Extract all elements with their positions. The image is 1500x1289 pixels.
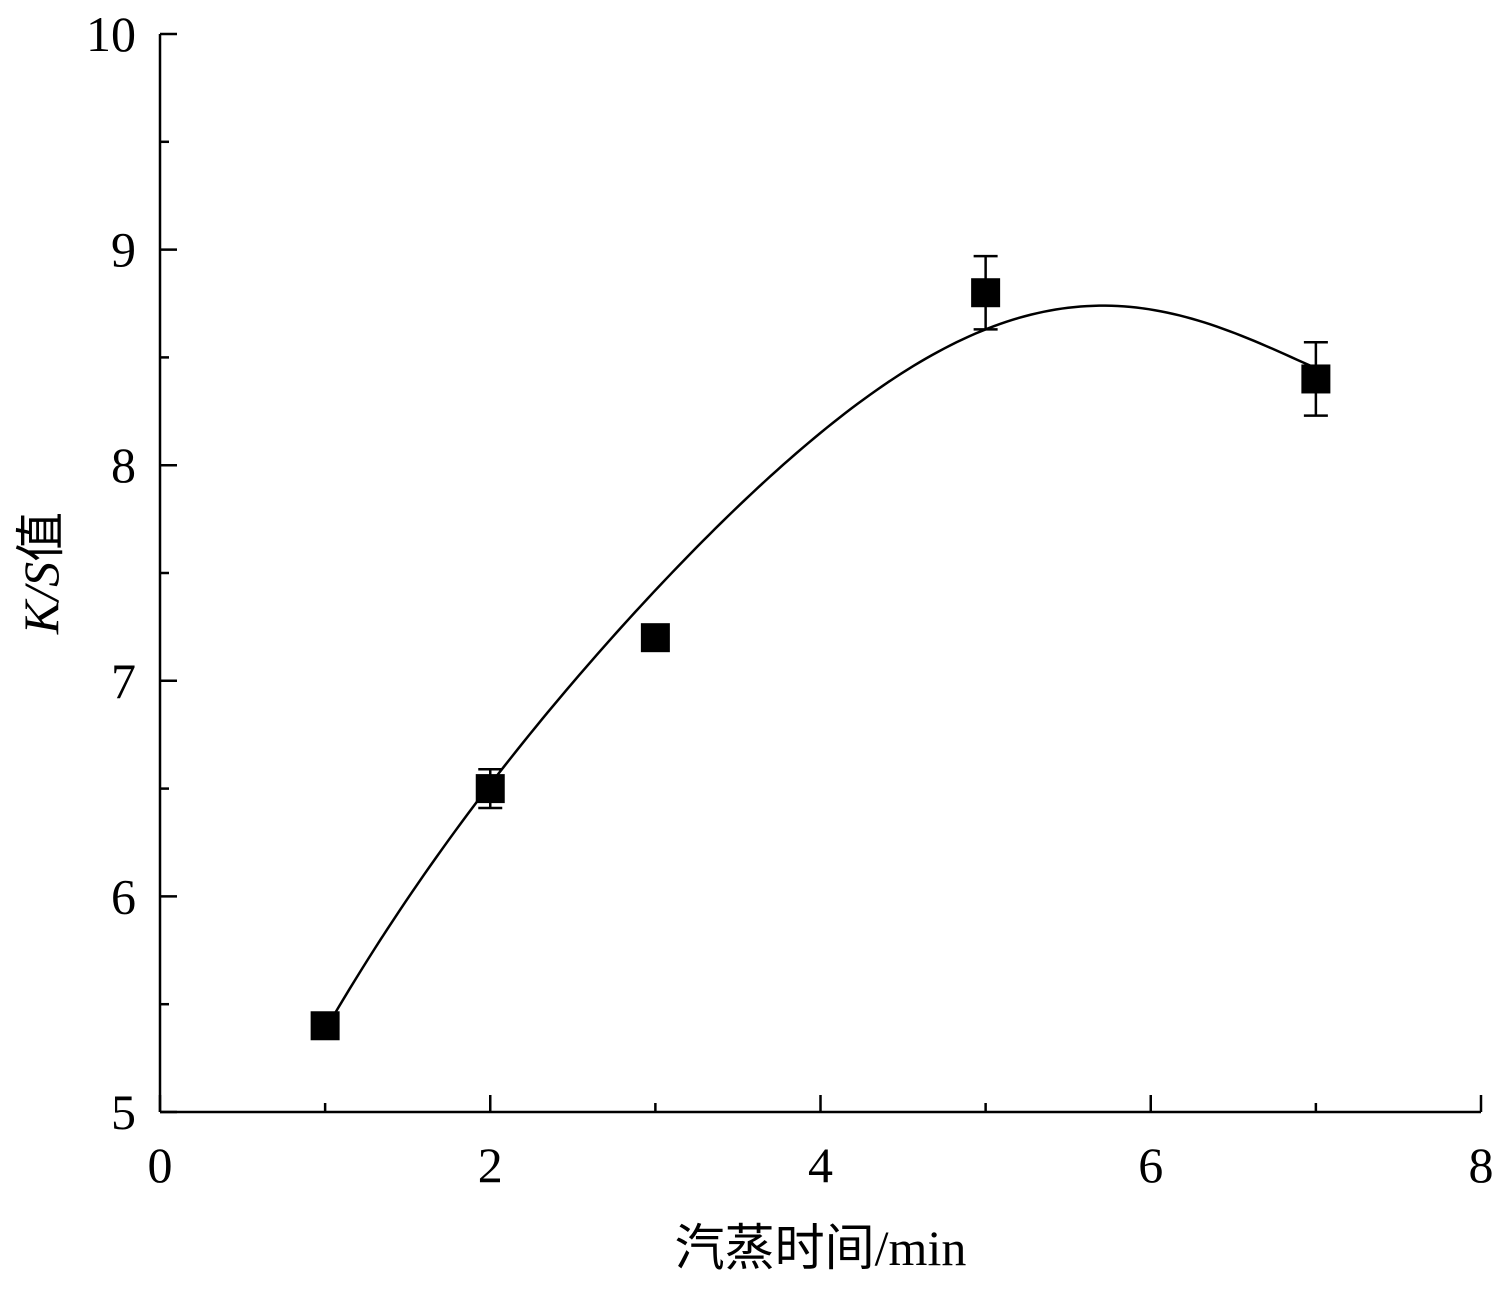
y-axis-title-italic: K/S [13, 562, 69, 635]
y-tick-label: 8 [111, 437, 136, 493]
x-tick-label: 8 [1469, 1137, 1494, 1193]
data-point [971, 278, 1001, 308]
y-tick-label: 9 [111, 222, 136, 278]
tick-labels: 0 2 4 6 8 5 6 7 8 9 10 [86, 6, 1494, 1193]
x-axis-title: 汽蒸时间/min [675, 1220, 967, 1276]
data-point [1301, 364, 1331, 394]
fit-layer [324, 304, 1317, 1031]
y-tick-label: 5 [111, 1084, 136, 1140]
x-tick-label: 6 [1138, 1137, 1163, 1193]
y-axis-title: K/S值 [13, 512, 69, 635]
axes [158, 34, 1481, 1114]
fit-curve [324, 304, 1317, 1031]
data-point [310, 1011, 340, 1041]
x-tick-label: 4 [808, 1137, 833, 1193]
y-tick-label: 7 [111, 653, 136, 709]
y-axis-title-suffix: 值 [13, 512, 69, 562]
y-tick-label: 10 [86, 6, 136, 62]
data-point [640, 623, 670, 653]
x-tick-label: 0 [148, 1137, 173, 1193]
y-tick-label: 6 [111, 868, 136, 924]
points-layer [310, 254, 1331, 1041]
data-point [475, 774, 505, 804]
x-tick-label: 2 [478, 1137, 503, 1193]
ticks [158, 32, 1483, 1114]
